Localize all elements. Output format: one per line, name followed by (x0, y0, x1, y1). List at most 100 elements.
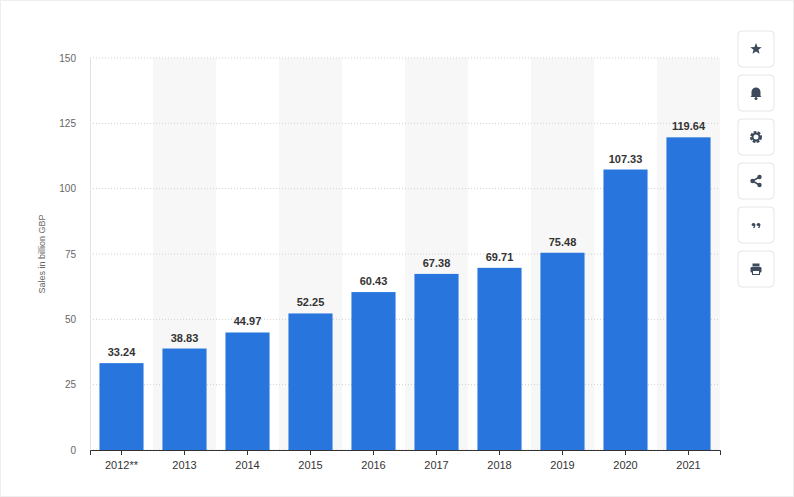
y-tick: 75 (65, 249, 90, 260)
x-tick-mark (310, 450, 311, 455)
star-icon[interactable] (750, 43, 761, 54)
button-icon[interactable] (750, 43, 761, 54)
bars (99, 137, 710, 450)
x-tick-label: 2012** (105, 459, 139, 471)
y-tick-label: 0 (70, 445, 76, 456)
y-tick-label: 25 (65, 379, 77, 390)
share-dot[interactable] (757, 183, 761, 187)
bar (540, 253, 584, 450)
x-tick-label: 2018 (487, 459, 511, 471)
x-tick-label: 2014 (235, 459, 259, 471)
button-icon[interactable] (751, 88, 762, 101)
toolbar-button[interactable] (738, 119, 774, 155)
data-label: 75.48 (549, 236, 577, 248)
y-tick: 50 (65, 314, 90, 325)
x-tick: 2016 (361, 450, 385, 471)
bar (414, 274, 458, 450)
x-tick: 2019 (550, 450, 574, 471)
bar (666, 137, 710, 450)
bar (351, 292, 395, 450)
toolbar-button[interactable] (738, 31, 774, 67)
button-frame[interactable] (738, 251, 774, 287)
toolbar (738, 31, 774, 287)
x-tick-label: 2016 (361, 459, 385, 471)
x-tick-mark (184, 450, 185, 455)
toolbar-button[interactable] (738, 163, 774, 199)
x-tick-label: 2021 (676, 459, 700, 471)
share-dot[interactable] (757, 175, 761, 179)
grid (90, 58, 720, 450)
x-tick-label: 2017 (424, 459, 448, 471)
gear-icon[interactable] (752, 133, 761, 142)
button-frame[interactable] (738, 163, 774, 199)
y-axis-line (90, 59, 91, 451)
x-tick-label: 2015 (298, 459, 322, 471)
toolbar-button[interactable] (738, 75, 774, 111)
toolbar-button[interactable] (738, 251, 774, 287)
gear-ring[interactable] (753, 134, 760, 141)
bar (477, 268, 521, 450)
y-tick: 150 (59, 53, 90, 64)
x-tick-mark (688, 450, 689, 455)
y-tick-label: 150 (59, 53, 76, 64)
y-tick: 25 (65, 379, 90, 390)
data-label: 44.97 (234, 315, 262, 327)
data-label: 119.64 (672, 120, 706, 132)
x-tick: 2015 (298, 450, 322, 471)
card (1, 1, 794, 497)
data-label: 69.71 (486, 251, 514, 263)
y-tick-label: 75 (65, 249, 77, 260)
data-label: 60.43 (360, 275, 388, 287)
chart: 0255075100125150Sales in billion GBP33.2… (0, 0, 794, 497)
button-icon[interactable] (751, 264, 762, 275)
button-frame[interactable] (738, 31, 774, 67)
button-frame[interactable] (738, 207, 774, 243)
y-tick: 125 (59, 118, 90, 129)
x-tick: 2013 (172, 450, 196, 471)
bell-clapper[interactable] (755, 97, 758, 100)
bell-icon[interactable] (751, 88, 762, 98)
x-tick: 2020 (613, 450, 637, 471)
data-label: 33.24 (108, 346, 136, 358)
quote-icon[interactable] (752, 223, 756, 228)
data-label: 52.25 (297, 296, 325, 308)
x-tick: 2012** (105, 450, 139, 471)
bar (162, 349, 206, 450)
print-tray[interactable] (753, 271, 760, 275)
bar (99, 363, 143, 450)
toolbar-button[interactable] (738, 207, 774, 243)
button-icon[interactable] (752, 133, 761, 142)
button-icon[interactable] (750, 175, 761, 187)
y-tick-label: 125 (59, 118, 76, 129)
column-band (531, 58, 594, 450)
y-tick-label: 50 (65, 314, 77, 325)
x-tick-mark (121, 450, 122, 455)
x-tick-mark (499, 450, 500, 455)
button-frame[interactable] (738, 119, 774, 155)
share-dot[interactable] (750, 179, 754, 183)
x-tick-mark (562, 450, 563, 455)
column-bands (153, 58, 720, 450)
x-tick: 2014 (235, 450, 259, 471)
bar (603, 170, 647, 450)
y-tick: 100 (59, 183, 90, 194)
x-tick-mark (436, 450, 437, 455)
data-labels: 33.2438.8344.9752.2560.4367.3869.7175.48… (108, 120, 706, 358)
x-tick-label: 2013 (172, 459, 196, 471)
x-tick: 2017 (424, 450, 448, 471)
data-label: 38.83 (171, 332, 199, 344)
y-tick-label: 100 (59, 183, 76, 194)
bar (288, 313, 332, 450)
print-paper[interactable] (753, 264, 760, 267)
grid-line (90, 123, 720, 124)
button-icon[interactable] (752, 223, 761, 228)
quote-icon[interactable] (757, 223, 761, 228)
button-frame[interactable] (738, 75, 774, 111)
x-tick-label: 2020 (613, 459, 637, 471)
x-tick-mark (247, 450, 248, 455)
bar (225, 332, 269, 450)
grid-line (90, 58, 720, 59)
x-axis: 2012** 2013 2014 2015 2016 2017 2018 2019 2020 20… (91, 450, 721, 471)
x-tick-mark (625, 450, 626, 455)
x-tick: 2018 (487, 450, 511, 471)
